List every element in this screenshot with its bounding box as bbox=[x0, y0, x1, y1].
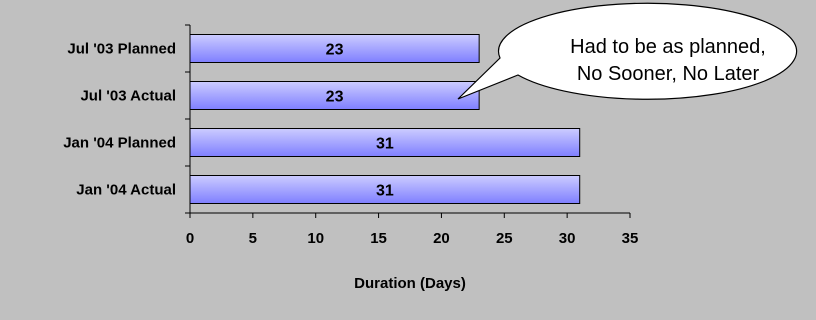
bar bbox=[189, 128, 581, 157]
x-axis-title: Duration (Days) bbox=[354, 275, 466, 292]
category-label: Jul '03 Actual bbox=[80, 88, 176, 105]
callout-bubble bbox=[457, 2, 798, 100]
x-tick-label: 5 bbox=[249, 230, 257, 247]
x-tick-label: 35 bbox=[622, 230, 639, 247]
x-tick-label: 15 bbox=[370, 230, 387, 247]
data-label: 23 bbox=[326, 42, 344, 59]
bar bbox=[189, 34, 480, 63]
data-label: 31 bbox=[376, 183, 394, 200]
data-label: 31 bbox=[376, 136, 394, 153]
x-tick-label: 25 bbox=[496, 230, 513, 247]
x-tick-label: 20 bbox=[433, 230, 450, 247]
callout-line-2: No Sooner, No Later bbox=[577, 63, 760, 85]
callout-line-1: Had to be as planned, bbox=[570, 36, 766, 58]
category-label: Jul '03 Planned bbox=[67, 41, 176, 58]
bars bbox=[189, 34, 581, 204]
category-label: Jan '04 Planned bbox=[63, 135, 176, 152]
labels: 0 5 10 15 20 25 30 35 Jul '03 Planned 23 Jul '03 A… bbox=[63, 41, 638, 248]
x-tick-label: 0 bbox=[186, 230, 194, 247]
data-label: 23 bbox=[326, 89, 344, 106]
bar bbox=[189, 81, 480, 110]
category-label: Jan '04 Actual bbox=[76, 182, 176, 199]
x-tick-label: 10 bbox=[307, 230, 324, 247]
bar bbox=[189, 175, 581, 204]
x-tick-label: 30 bbox=[559, 230, 576, 247]
callout-annotation: Had to be as planned, No Sooner, No Late… bbox=[457, 2, 798, 100]
